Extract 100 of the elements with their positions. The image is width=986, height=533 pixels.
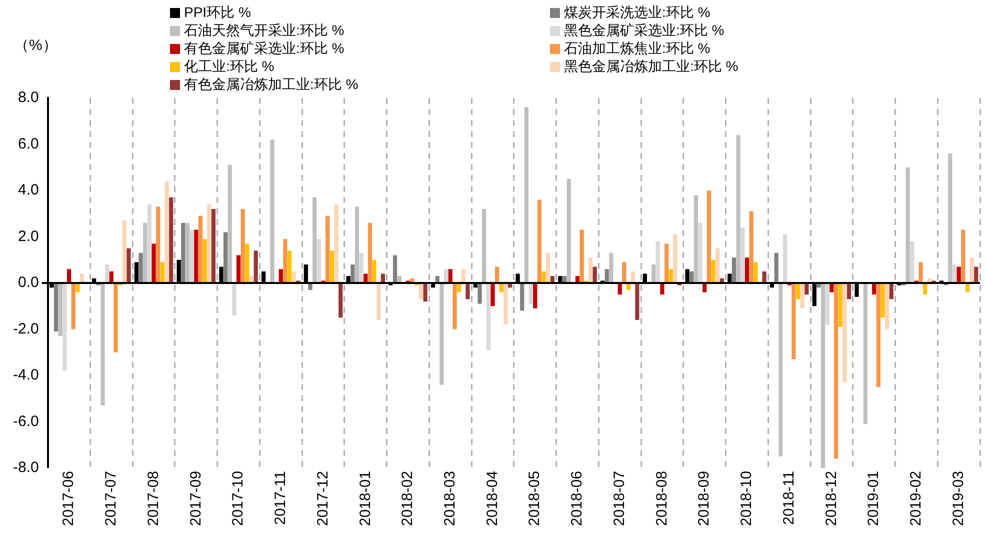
bar: [711, 260, 716, 282]
bar: [796, 284, 800, 300]
bar: [778, 284, 783, 456]
bar: [846, 284, 852, 300]
y-axis-title: （%）: [14, 36, 58, 55]
bar: [448, 269, 452, 282]
bar: [223, 232, 228, 282]
x-tick-label: 2018-10: [738, 470, 756, 526]
x-tick-label: 2017-12: [314, 470, 332, 526]
bar: [190, 230, 194, 282]
x-tick-label: 2018-02: [399, 470, 416, 526]
bar: [466, 284, 470, 300]
bar: [490, 284, 495, 306]
y-tick-label: -8.0: [12, 459, 39, 476]
bar: [820, 284, 826, 468]
legend-label: 有色金属冶炼加工业:环比 %: [184, 76, 358, 94]
bar: [156, 206, 160, 282]
bar: [732, 258, 736, 282]
x-tick-label: 2017-07: [102, 470, 120, 526]
bar: [635, 284, 640, 320]
bar: [198, 216, 203, 282]
bar: [350, 264, 355, 282]
bar: [562, 276, 567, 282]
bar: [690, 271, 694, 282]
bar: [923, 284, 928, 295]
bar: [580, 230, 584, 282]
y-tick-label: -6.0: [12, 412, 39, 430]
bar: [702, 284, 707, 292]
bar: [486, 284, 490, 350]
bar: [754, 262, 758, 282]
bar: [368, 222, 372, 282]
x-tick-label: 2019-02: [908, 470, 925, 526]
bar: [542, 271, 546, 282]
bar: [965, 284, 970, 292]
bar: [744, 258, 750, 282]
bar: [376, 284, 381, 320]
bar: [910, 241, 914, 282]
y-tick-label: 0.0: [18, 274, 39, 292]
bar: [774, 252, 778, 282]
bar: [80, 274, 84, 282]
bar: [482, 208, 486, 282]
bar: [380, 274, 386, 282]
bar: [109, 271, 114, 282]
bar: [652, 264, 656, 282]
bar: [622, 262, 626, 282]
x-tick-label: 2018-01: [356, 470, 374, 526]
x-tick-label: 2018-07: [610, 470, 628, 526]
bar: [948, 153, 952, 282]
x-tick-label: 2018-12: [822, 470, 840, 526]
bar: [720, 278, 724, 282]
y-tick-label: -2.0: [12, 320, 39, 338]
bar: [249, 276, 254, 282]
bar: [143, 222, 148, 282]
bar: [762, 271, 766, 282]
bar: [528, 284, 533, 304]
bar: [181, 222, 186, 282]
bar: [656, 241, 660, 282]
bar: [749, 211, 754, 282]
legend-label: 煤炭开采洗选业:环比 %: [564, 4, 710, 22]
bar: [800, 284, 804, 308]
bar: [956, 266, 961, 282]
bar: [452, 284, 457, 330]
bar: [825, 284, 830, 325]
y-tick-label: 4.0: [18, 182, 39, 199]
bar: [609, 252, 614, 282]
bar: [456, 284, 462, 292]
x-tick-label: 2017-09: [187, 470, 204, 526]
legend-label: PPI环比 %: [184, 4, 251, 22]
bar: [240, 208, 245, 282]
bar: [592, 266, 597, 282]
bar: [147, 204, 152, 282]
legend-label: 黑色金属冶炼加工业:环比 %: [564, 58, 738, 76]
bar: [312, 197, 317, 282]
legend-label: 石油天然气开采业:环比 %: [184, 22, 344, 40]
bar: [435, 276, 440, 282]
bar: [927, 278, 932, 282]
x-tick-label: 2018-03: [442, 470, 459, 526]
bar: [863, 284, 868, 424]
bar: [588, 258, 593, 282]
bar: [316, 239, 321, 282]
bar: [326, 216, 330, 282]
bar: [270, 140, 274, 282]
y-tick-label: -4.0: [12, 366, 39, 384]
x-tick-label: 2019-01: [865, 470, 882, 526]
bar: [54, 284, 58, 332]
x-tick-label: 2017-10: [230, 470, 247, 526]
y-tick-label: 6.0: [18, 135, 39, 152]
x-tick-label: 2018-04: [484, 470, 501, 526]
legend-label: 化工业:环比 %: [184, 58, 274, 76]
bar: [961, 230, 966, 282]
bar: [698, 222, 702, 282]
bar: [62, 284, 67, 371]
bar: [872, 284, 876, 295]
bar: [736, 134, 740, 282]
bar: [330, 250, 334, 282]
bar: [364, 274, 368, 282]
bar: [660, 284, 664, 295]
x-tick-label: 2018-11: [780, 470, 798, 525]
bar: [716, 248, 720, 282]
bar: [880, 284, 885, 318]
